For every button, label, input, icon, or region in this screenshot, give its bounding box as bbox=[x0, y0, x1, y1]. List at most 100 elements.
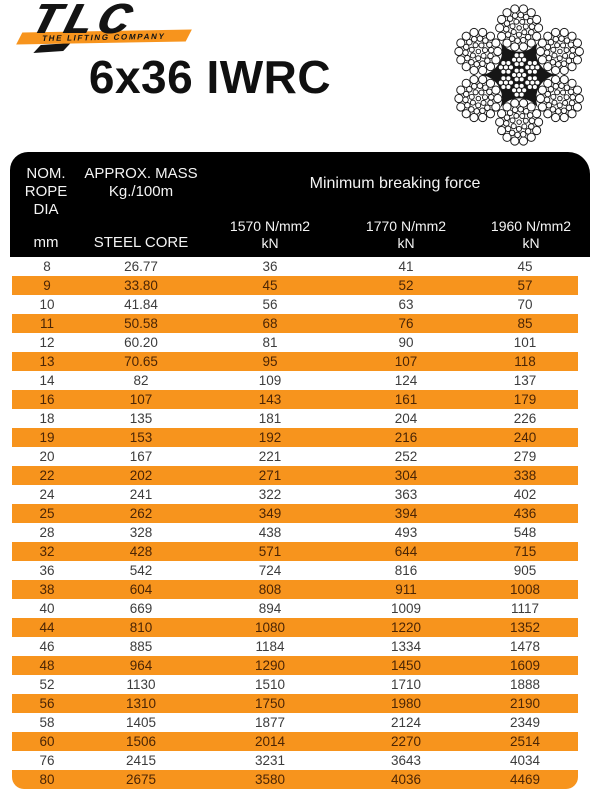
table-cell: 428 bbox=[129, 544, 153, 559]
table-row: 38 604 808 911 1008 bbox=[12, 580, 578, 599]
table-cell: 394 bbox=[394, 506, 418, 521]
table-row: 19 153 192 216 240 bbox=[12, 428, 578, 447]
table-cell: 16 bbox=[39, 392, 55, 407]
table-cell: 20 bbox=[39, 449, 55, 464]
table-cell: 124 bbox=[394, 373, 418, 388]
table-cell: 2514 bbox=[509, 734, 541, 749]
table-cell: 70 bbox=[517, 297, 533, 312]
diameter-header-label: NOM. ROPE DIA bbox=[24, 165, 68, 218]
table-cell: 1609 bbox=[509, 658, 541, 673]
table-cell: 95 bbox=[262, 354, 278, 369]
table-cell: 81 bbox=[262, 335, 278, 350]
table-cell: 493 bbox=[394, 525, 418, 540]
table-row: 14 82 109 124 137 bbox=[12, 371, 578, 390]
table-row: 58 1405 1877 2124 2349 bbox=[12, 713, 578, 732]
table-cell: 68 bbox=[262, 316, 278, 331]
table-cell: 76 bbox=[398, 316, 414, 331]
table-cell: 1184 bbox=[255, 639, 285, 654]
table-cell: 9 bbox=[43, 278, 51, 293]
table-cell: 2415 bbox=[125, 753, 157, 768]
table-row: 13 70.65 95 107 118 bbox=[12, 352, 578, 371]
table-cell: 56 bbox=[262, 297, 278, 312]
table-cell: 192 bbox=[258, 430, 282, 445]
table-cell: 4034 bbox=[509, 753, 541, 768]
table-cell: 1450 bbox=[390, 658, 422, 673]
table-cell: 12 bbox=[39, 335, 55, 350]
table-cell: 11 bbox=[39, 316, 54, 331]
table-cell: 262 bbox=[129, 506, 153, 521]
table-cell: 107 bbox=[129, 392, 153, 407]
table-cell: 80 bbox=[39, 772, 55, 787]
table-cell: 724 bbox=[258, 563, 282, 578]
grade-headers: 1570 N/mm2 kN 1770 N/mm2 kN 1960 N/mm2 k… bbox=[200, 218, 590, 252]
table-cell: 13 bbox=[39, 354, 55, 369]
table-cell: 542 bbox=[129, 563, 153, 578]
table-cell: 204 bbox=[394, 411, 418, 426]
column-header-diameter: NOM. ROPE DIA mm bbox=[10, 152, 82, 257]
table-cell: 808 bbox=[258, 582, 282, 597]
table-cell: 571 bbox=[258, 544, 282, 559]
table-cell: 90 bbox=[398, 335, 414, 350]
table-cell: 279 bbox=[513, 449, 537, 464]
table-row: 9 33.80 45 52 57 bbox=[12, 276, 578, 295]
table-cell: 1888 bbox=[509, 677, 541, 692]
table-cell: 3580 bbox=[254, 772, 286, 787]
table-cell: 402 bbox=[513, 487, 537, 502]
column-header-grade-1570: 1570 N/mm2 kN bbox=[229, 218, 311, 251]
table-body: 8 26.77 36 41 45 9 33.80 45 52 57 10 41.84 56 63 70 11 5… bbox=[12, 257, 578, 789]
table-cell: 304 bbox=[394, 468, 418, 483]
breaking-force-label: Minimum breaking force bbox=[309, 175, 481, 192]
table-cell: 19 bbox=[39, 430, 55, 445]
table-cell: 57 bbox=[517, 278, 533, 293]
table-cell: 101 bbox=[513, 335, 537, 350]
table-cell: 1980 bbox=[390, 696, 422, 711]
table-cell: 36 bbox=[262, 259, 278, 274]
table-row: 8 26.77 36 41 45 bbox=[12, 257, 578, 276]
table-cell: 1510 bbox=[254, 677, 286, 692]
column-header-mass: APPROX. MASS Kg./100m STEEL CORE bbox=[82, 152, 200, 257]
table-cell: 2190 bbox=[509, 696, 541, 711]
table-cell: 911 bbox=[395, 582, 417, 597]
table-cell: 41.84 bbox=[124, 297, 158, 312]
table-row: 46 885 1184 1334 1478 bbox=[12, 637, 578, 656]
table-cell: 604 bbox=[129, 582, 153, 597]
table-cell: 1009 bbox=[390, 601, 422, 616]
table-row: 20 167 221 252 279 bbox=[12, 447, 578, 466]
table-cell: 143 bbox=[258, 392, 282, 407]
table-cell: 26.77 bbox=[124, 259, 158, 274]
table-cell: 1290 bbox=[254, 658, 286, 673]
table-cell: 135 bbox=[129, 411, 153, 426]
table-cell: 1750 bbox=[254, 696, 286, 711]
table-row: 22 202 271 304 338 bbox=[12, 466, 578, 485]
table-row: 24 241 322 363 402 bbox=[12, 485, 578, 504]
table-row: 52 1130 1510 1710 1888 bbox=[12, 675, 578, 694]
table-cell: 202 bbox=[129, 468, 153, 483]
table-cell: 338 bbox=[513, 468, 537, 483]
table-cell: 363 bbox=[394, 487, 418, 502]
table-cell: 40 bbox=[39, 601, 55, 616]
table-cell: 107 bbox=[394, 354, 418, 369]
table-cell: 60 bbox=[39, 734, 55, 749]
table-cell: 240 bbox=[513, 430, 537, 445]
table-cell: 1877 bbox=[254, 715, 286, 730]
table-row: 28 328 438 493 548 bbox=[12, 523, 578, 542]
table-cell: 85 bbox=[517, 316, 533, 331]
table-cell: 1310 bbox=[125, 696, 157, 711]
table-cell: 3643 bbox=[390, 753, 422, 768]
table-row: 56 1310 1750 1980 2190 bbox=[12, 694, 578, 713]
table-cell: 2124 bbox=[390, 715, 422, 730]
table-cell: 44 bbox=[39, 620, 55, 635]
table-cell: 1008 bbox=[509, 582, 541, 597]
table-cell: 118 bbox=[514, 354, 536, 369]
table-cell: 46 bbox=[39, 639, 55, 654]
table-cell: 41 bbox=[398, 259, 414, 274]
table-cell: 322 bbox=[258, 487, 282, 502]
table-row: 11 50.58 68 76 85 bbox=[12, 314, 578, 333]
column-group-breaking-force: Minimum breaking force 1570 N/mm2 kN 177… bbox=[200, 152, 590, 257]
table-row: 12 60.20 81 90 101 bbox=[12, 333, 578, 352]
mass-header-label: APPROX. MASS Kg./100m bbox=[84, 165, 198, 200]
table-cell: 28 bbox=[39, 525, 55, 540]
table-cell: 4036 bbox=[390, 772, 422, 787]
table-cell: 436 bbox=[513, 506, 537, 521]
table-cell: 38 bbox=[39, 582, 55, 597]
